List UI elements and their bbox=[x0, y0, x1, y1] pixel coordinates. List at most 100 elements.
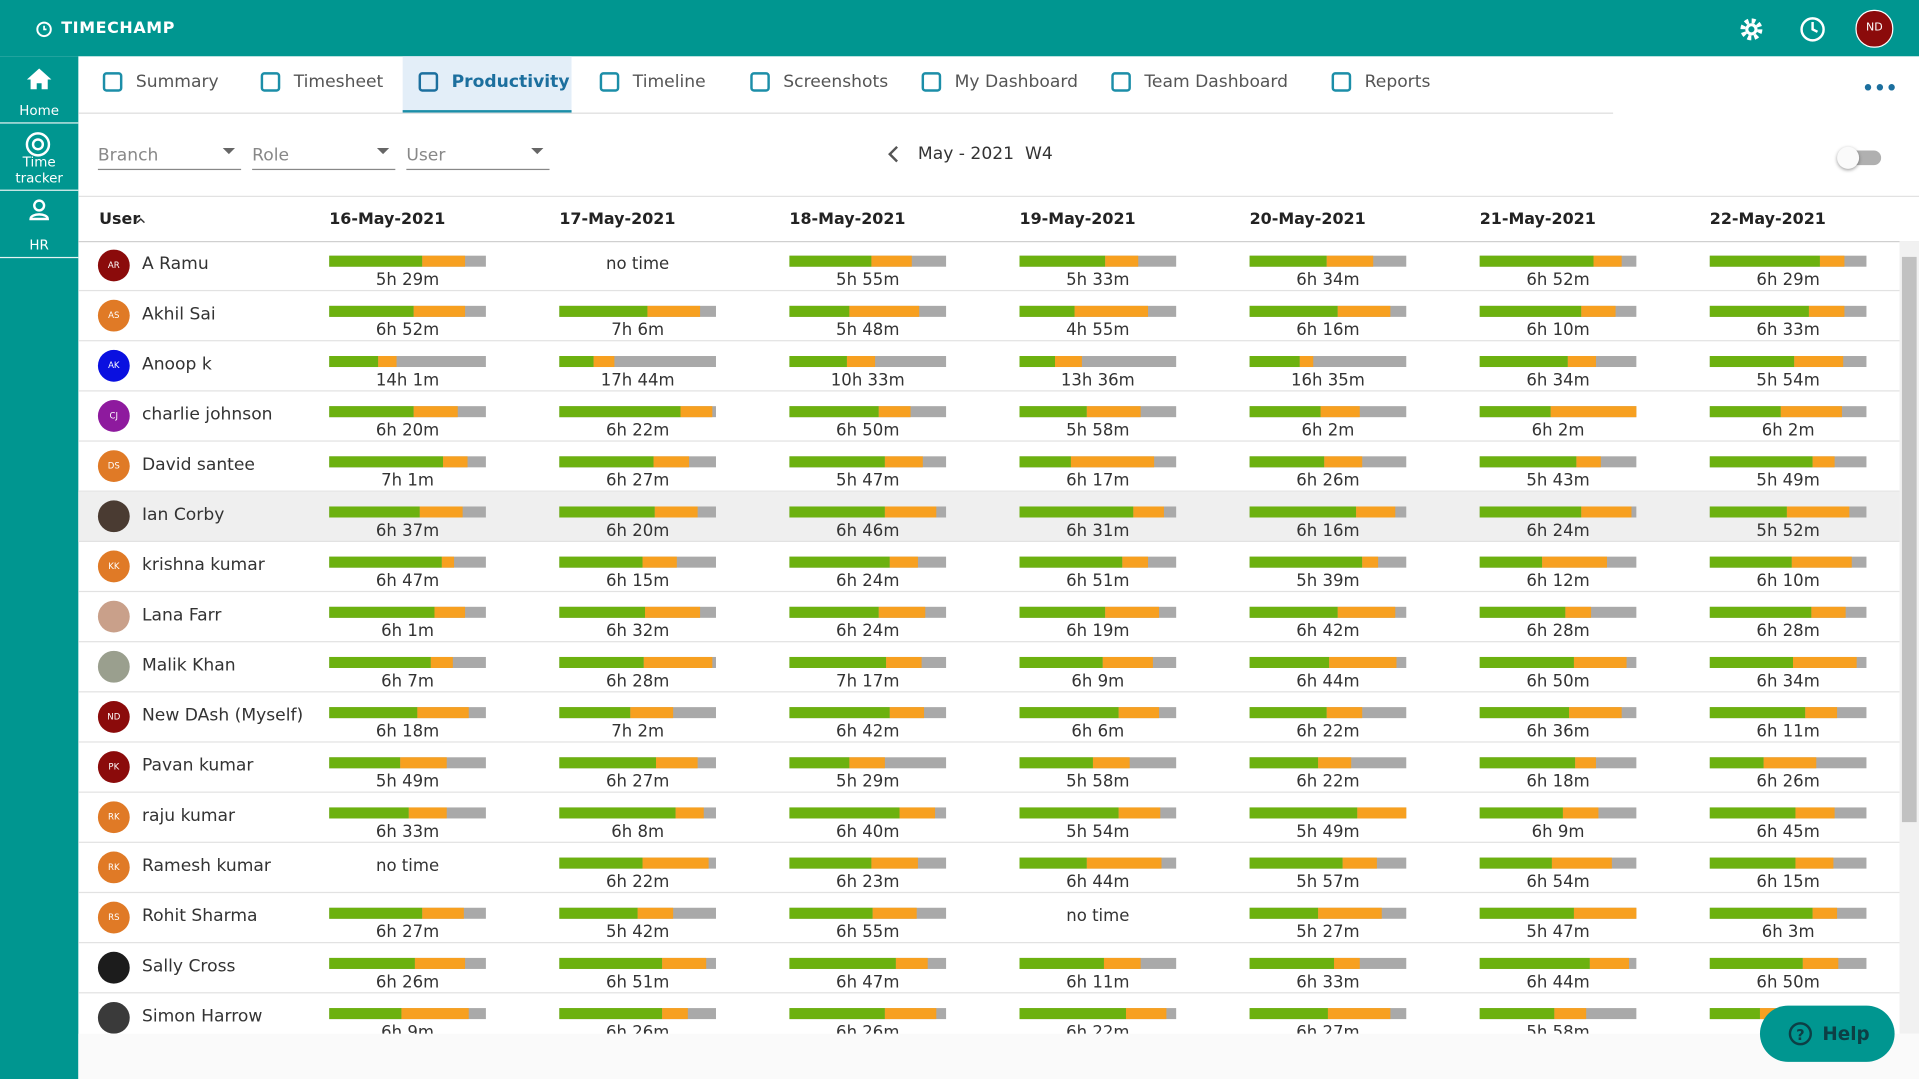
tab[interactable]: My Dashboard bbox=[915, 56, 1085, 110]
unproductive-segment bbox=[1802, 957, 1839, 969]
filter-dropdown[interactable]: Role bbox=[252, 139, 396, 171]
productive-segment bbox=[789, 957, 896, 969]
filter-dropdown[interactable]: Branch bbox=[97, 139, 242, 171]
productive-segment bbox=[1709, 406, 1781, 418]
time-bar bbox=[1249, 1008, 1407, 1020]
unproductive-segment bbox=[895, 957, 928, 969]
total-time: 6h 45m bbox=[1756, 822, 1820, 842]
productive-segment bbox=[1479, 456, 1577, 468]
time-bar bbox=[1019, 857, 1177, 869]
tab[interactable]: Productivity bbox=[402, 56, 572, 113]
total-time: 6h 50m bbox=[1756, 972, 1820, 993]
time-bar bbox=[1019, 757, 1177, 769]
avatar bbox=[97, 500, 130, 533]
unproductive-segment bbox=[1299, 356, 1314, 368]
tab[interactable]: Screenshots bbox=[744, 56, 896, 110]
total-time: 6h 9m bbox=[1531, 822, 1585, 842]
settings-icon[interactable] bbox=[1738, 16, 1765, 43]
tab[interactable]: Timeline bbox=[592, 56, 724, 110]
productive-segment bbox=[329, 406, 414, 418]
productive-segment bbox=[1479, 305, 1582, 317]
top-bar: TIMECHAMP ND bbox=[0, 0, 1919, 57]
unproductive-segment bbox=[899, 807, 936, 819]
total-time: 6h 33m bbox=[375, 822, 440, 842]
avatar bbox=[97, 1001, 130, 1034]
filter-dropdown[interactable]: User bbox=[406, 139, 550, 171]
time-bar bbox=[329, 656, 486, 668]
time-bar bbox=[789, 1008, 947, 1020]
unproductive-segment bbox=[1813, 456, 1836, 468]
tab-label: Summary bbox=[135, 72, 219, 92]
time-bar bbox=[559, 556, 716, 568]
productive-segment bbox=[559, 506, 655, 518]
time-bar bbox=[1249, 757, 1407, 769]
tab-icon bbox=[599, 72, 620, 92]
total-time: 6h 26m bbox=[1296, 471, 1360, 491]
total-time: 6h 6m bbox=[1071, 721, 1125, 742]
tab[interactable]: Timesheet bbox=[255, 56, 383, 110]
unproductive-segment bbox=[1542, 556, 1607, 568]
sidebar: Home Time tracker HR bbox=[0, 56, 79, 1079]
tab[interactable]: Team Dashboard bbox=[1105, 56, 1304, 110]
period-week: W4 bbox=[1024, 144, 1053, 164]
tab-icon bbox=[750, 72, 770, 92]
more-menu[interactable]: ••• bbox=[1861, 75, 1899, 102]
productive-segment bbox=[329, 757, 400, 769]
nav-home[interactable]: Home bbox=[0, 56, 79, 124]
time-bar bbox=[1479, 506, 1637, 518]
productive-segment bbox=[1249, 255, 1327, 267]
total-time: 6h 22m bbox=[605, 872, 670, 892]
productive-segment bbox=[1019, 255, 1106, 267]
help-button[interactable]: ? Help bbox=[1759, 1005, 1895, 1062]
nav-hr[interactable]: HR bbox=[0, 191, 79, 259]
productive-segment bbox=[1249, 456, 1325, 468]
time-bar bbox=[1249, 656, 1407, 668]
time-bar bbox=[789, 656, 947, 668]
user-name: Anoop k bbox=[141, 354, 212, 375]
productive-segment bbox=[1709, 857, 1796, 869]
productive-segment bbox=[1709, 305, 1809, 317]
productive-segment bbox=[559, 556, 643, 568]
unproductive-segment bbox=[1337, 305, 1391, 317]
tab[interactable]: Reports bbox=[1324, 56, 1449, 110]
unproductive-segment bbox=[1126, 1008, 1167, 1020]
user-name: Ian Corby bbox=[141, 505, 225, 525]
productive-segment bbox=[1479, 406, 1551, 418]
time-bar bbox=[789, 356, 947, 368]
unproductive-segment bbox=[1794, 356, 1843, 368]
user-header[interactable]: User bbox=[99, 210, 141, 229]
unproductive-segment bbox=[1550, 406, 1637, 418]
productive-segment bbox=[1019, 656, 1103, 668]
productive-segment bbox=[789, 356, 848, 368]
nav-label: Time tracker bbox=[15, 154, 63, 186]
avatar bbox=[97, 600, 130, 633]
user-name: charlie johnson bbox=[141, 404, 273, 425]
unproductive-segment bbox=[1811, 606, 1847, 618]
unproductive-segment bbox=[431, 656, 453, 668]
total-time: 6h 33m bbox=[1296, 972, 1360, 993]
time-bar bbox=[789, 907, 947, 919]
tab[interactable]: Summary bbox=[95, 56, 235, 110]
user-avatar[interactable]: ND bbox=[1855, 9, 1894, 48]
prev-week[interactable] bbox=[886, 145, 901, 163]
productive-segment bbox=[1709, 556, 1792, 568]
time-bar bbox=[789, 456, 947, 468]
time-bar bbox=[1479, 255, 1637, 267]
time-bar bbox=[1019, 707, 1177, 719]
clock-icon[interactable] bbox=[1799, 16, 1826, 43]
productive-segment bbox=[1479, 556, 1543, 568]
time-bar bbox=[1479, 406, 1637, 418]
nav-time-tracker[interactable]: Time tracker bbox=[0, 124, 79, 191]
unproductive-segment bbox=[1581, 506, 1632, 518]
productive-segment bbox=[1019, 857, 1087, 869]
productive-segment bbox=[1479, 1008, 1555, 1020]
time-bar bbox=[789, 606, 947, 618]
scrollbar[interactable] bbox=[1899, 241, 1919, 1034]
time-bar bbox=[1249, 305, 1407, 317]
productive-segment bbox=[789, 857, 871, 869]
toggle[interactable] bbox=[1837, 146, 1882, 169]
productive-segment bbox=[789, 707, 890, 719]
time-bar bbox=[1019, 255, 1177, 267]
productive-segment bbox=[1019, 807, 1119, 819]
table-row: DS David santee 7h 1m 6h 27m 5h 47m 6h 17m 6h … bbox=[78, 442, 1900, 492]
